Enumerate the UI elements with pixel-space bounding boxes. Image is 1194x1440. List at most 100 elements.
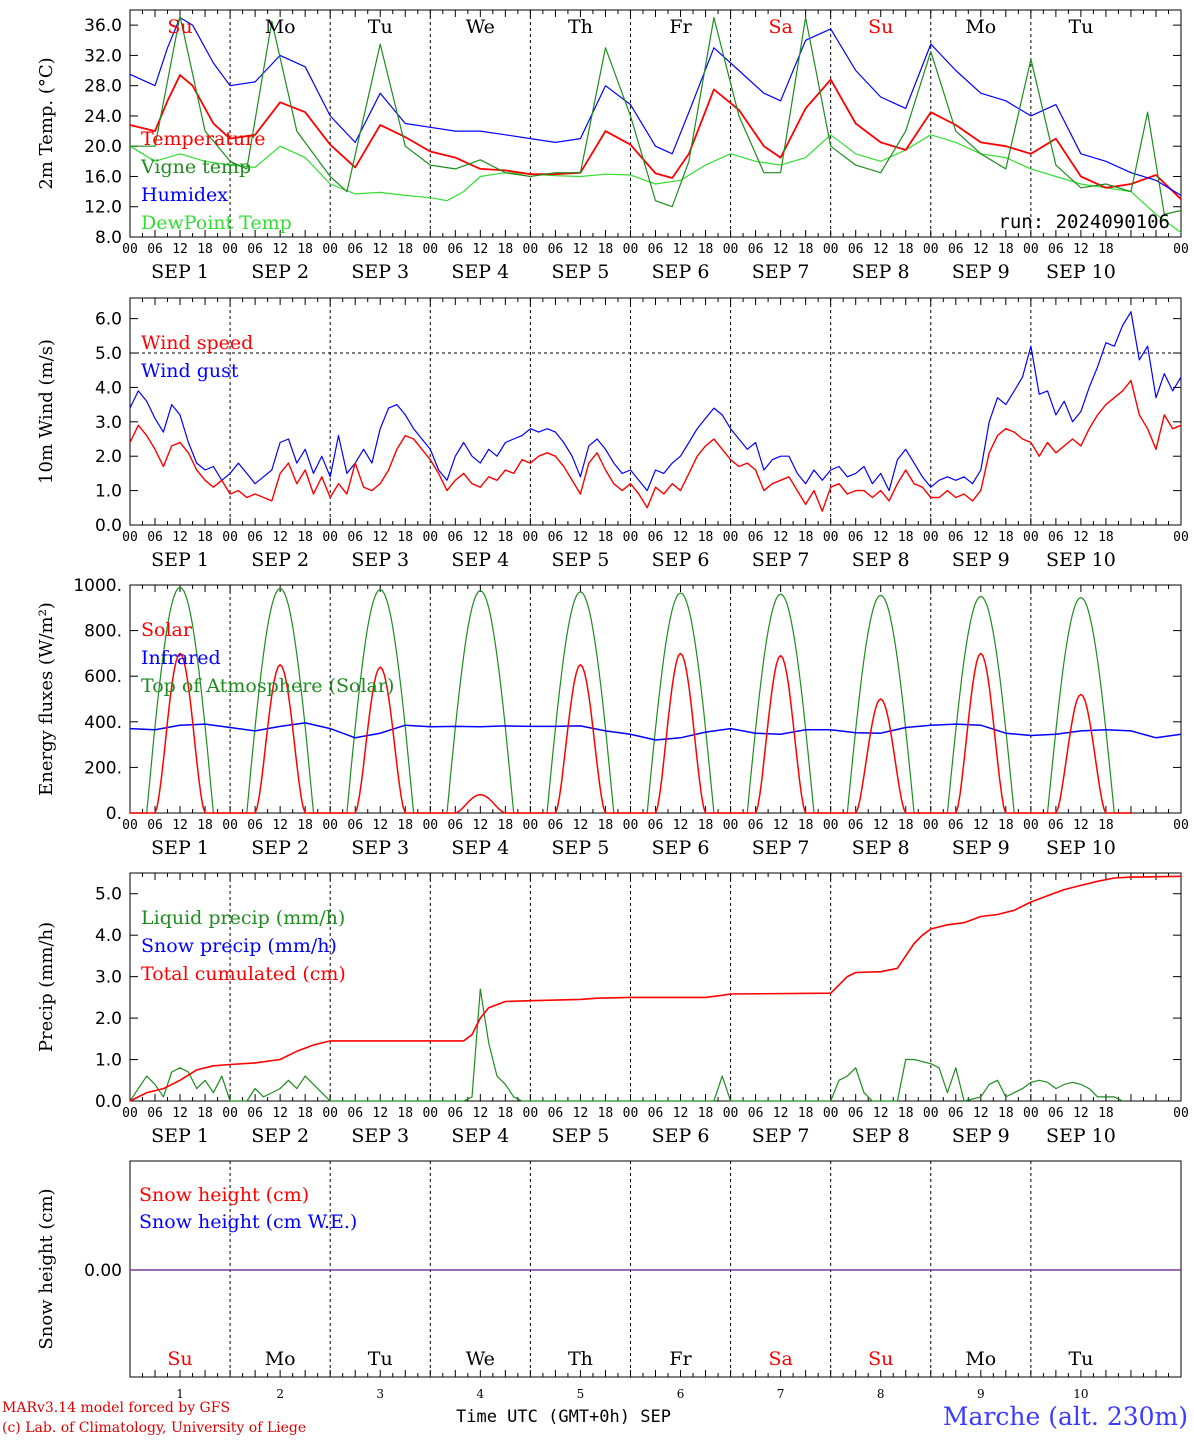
wind-hour-label: 12 [1073, 530, 1089, 545]
energy-hour-label: 18 [397, 818, 413, 833]
wind-date-label: SEP 8 [852, 549, 910, 571]
energy-hour-label: 00 [122, 818, 138, 833]
precip-hour-label: 00 [823, 1106, 839, 1121]
temp-hour-label: 06 [548, 242, 564, 257]
energy-date-label: SEP 6 [652, 837, 710, 859]
energy-series-infrared [129, 722, 1182, 741]
snow-day-name: Sa [768, 1348, 792, 1370]
temp-hour-label: 06 [147, 242, 163, 257]
temp-hour-label: 00 [122, 242, 138, 257]
temp-date-label: SEP 4 [451, 261, 509, 283]
temp-date-label: SEP 5 [552, 261, 610, 283]
temp-day-name: Tu [368, 16, 393, 38]
precip-hour-label: 18 [498, 1106, 514, 1121]
energy-hour-label: 06 [147, 818, 163, 833]
wind-hour-label: 00 [923, 530, 939, 545]
precip-hour-label: 06 [648, 1106, 664, 1121]
precip-y-axis-label: Precip (mm/h) [36, 922, 57, 1052]
temp-day-name: Fr [669, 16, 692, 38]
precip-hour-label: 12 [272, 1106, 288, 1121]
temp-hour-label: 06 [748, 242, 764, 257]
energy-hour-label: 06 [347, 818, 363, 833]
temp-hour-label: 18 [498, 242, 514, 257]
station-name: Marche (alt. 230m) [942, 1402, 1188, 1431]
snow-day-name: Fr [669, 1348, 692, 1370]
precip-hour-label: 06 [748, 1106, 764, 1121]
energy-hour-label: 06 [548, 818, 564, 833]
temp-date-label: SEP 6 [652, 261, 710, 283]
energy-hour-label: 00 [523, 818, 539, 833]
energy-hour-label: 12 [473, 818, 489, 833]
wind-hour-label: 12 [473, 530, 489, 545]
run-label: run: 2024090106 [998, 211, 1170, 233]
temp-hour-label: 12 [773, 242, 789, 257]
snow-legend-entry: Snow height (cm) [139, 1184, 309, 1206]
snow-day-number: 6 [677, 1387, 685, 1401]
precip-hour-label: 06 [147, 1106, 163, 1121]
snow-day-number: 1 [176, 1387, 184, 1401]
wind-hour-label: 06 [447, 530, 463, 545]
energy-date-label: SEP 1 [151, 837, 209, 859]
temp-day-name: Mo [965, 16, 996, 38]
precip-series-liquid [129, 988, 1123, 1102]
energy-date-label: SEP 5 [552, 837, 610, 859]
precip-hour-label: 06 [848, 1106, 864, 1121]
wind-date-label: SEP 6 [652, 549, 710, 571]
energy-y-axis-label: Energy fluxes (W/m²) [36, 602, 57, 796]
wind-hour-label: 06 [1048, 530, 1064, 545]
wind-hour-label: 18 [397, 530, 413, 545]
wind-y-axis-label: 10m Wind (m/s) [36, 339, 57, 484]
wind-hour-label: 12 [773, 530, 789, 545]
energy-hour-label: 12 [973, 818, 989, 833]
precip-hour-label: 00 [523, 1106, 539, 1121]
wind-hour-label: 06 [347, 530, 363, 545]
snow-y-axis-label: Snow height (cm) [36, 1188, 57, 1349]
temp-series-humidex [129, 17, 1182, 196]
energy-date-label: SEP 4 [451, 837, 509, 859]
wind-y-tick-label: 2.0 [95, 447, 122, 467]
energy-y-tick-label: 600. [84, 667, 122, 687]
energy-hour-label: 18 [498, 818, 514, 833]
wind-hour-label: 00 [222, 530, 238, 545]
snow-day-number: 7 [777, 1387, 785, 1401]
temp-y-tick-label: 32.0 [84, 46, 122, 66]
snow-day-name: Tu [1068, 1348, 1093, 1370]
wind-hour-label: 18 [498, 530, 514, 545]
precip-hour-label: 00 [1023, 1106, 1039, 1121]
temp-hour-label: 00 [222, 242, 238, 257]
energy-date-label: SEP 8 [852, 837, 910, 859]
wind-hour-label: 06 [247, 530, 263, 545]
snow-day-number: 8 [877, 1387, 885, 1401]
precip-y-tick-label: 0.0 [95, 1092, 122, 1112]
wind-hour-label: 00 [723, 530, 739, 545]
wind-series-gust [129, 311, 1182, 492]
wind-hour-label: 00 [122, 530, 138, 545]
wind-hour-label: 12 [673, 530, 689, 545]
wind-hour-label: 00 [422, 530, 438, 545]
temp-day-name: We [466, 16, 495, 38]
wind-hour-label: 18 [297, 530, 313, 545]
temp-y-tick-label: 12.0 [84, 198, 122, 218]
temp-day-name: Sa [768, 16, 792, 38]
precip-date-label: SEP 4 [451, 1125, 509, 1147]
temp-y-tick-label: 16.0 [84, 167, 122, 187]
precip-legend-entry: Total cumulated (cm) [141, 963, 346, 985]
temp-hour-label: 06 [247, 242, 263, 257]
precip-legend-entry: Snow precip (mm/h) [141, 935, 337, 957]
energy-hour-label: 06 [948, 818, 964, 833]
temp-legend-entry: Temperature [141, 128, 265, 150]
precip-y-tick-label: 3.0 [95, 968, 122, 988]
energy-hour-label: 18 [197, 818, 213, 833]
temp-hour-label: 06 [347, 242, 363, 257]
energy-hour-label: 00 [723, 818, 739, 833]
wind-hour-label: 18 [197, 530, 213, 545]
energy-hour-label: 00 [322, 818, 338, 833]
energy-hour-label: 18 [698, 818, 714, 833]
precip-hour-label: 12 [573, 1106, 589, 1121]
precip-hour-label: 12 [673, 1106, 689, 1121]
temp-series-vigne-temp [130, 15, 1182, 215]
precip-hour-label: 18 [598, 1106, 614, 1121]
wind-date-label: SEP 5 [552, 549, 610, 571]
energy-hour-label: 12 [272, 818, 288, 833]
precip-hour-label: 12 [973, 1106, 989, 1121]
